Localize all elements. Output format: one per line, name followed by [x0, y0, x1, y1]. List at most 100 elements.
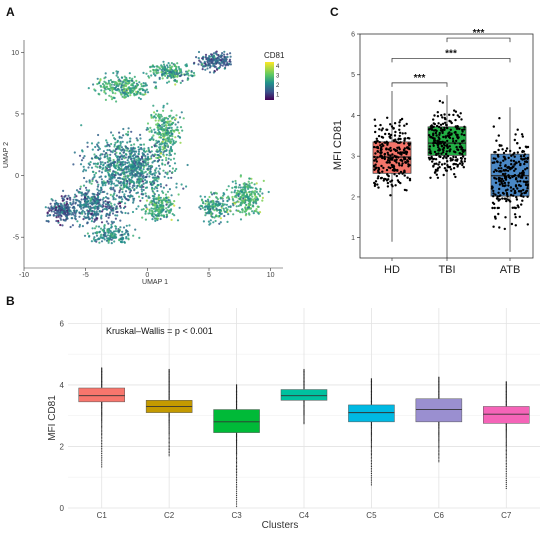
panel-c-point [513, 174, 517, 177]
umap-cell-point [140, 83, 143, 86]
umap-cell-point [62, 218, 65, 221]
umap-cell-point [140, 169, 143, 172]
panel-b-whisker-dot [370, 462, 373, 464]
umap-cell-point [202, 220, 205, 223]
umap-cell-point [113, 174, 116, 177]
umap-cell-point [93, 220, 96, 223]
umap-cell-point [174, 169, 177, 172]
panel-b-whisker-dot [505, 459, 507, 461]
umap-cell-point [157, 198, 160, 201]
umap-cell-point [127, 212, 130, 215]
umap-cell-point [170, 194, 173, 197]
panel-c-point [451, 137, 455, 140]
panel-b-whisker-dot [168, 424, 170, 426]
umap-cell-point [104, 161, 107, 165]
panel-b-whisker-dot [101, 409, 103, 411]
panel-c-point [510, 167, 513, 170]
panel-b-whisker-dot [235, 443, 238, 445]
umap-cell-point [73, 214, 76, 217]
umap-cell-point [110, 186, 113, 189]
panel-c-point [514, 224, 517, 227]
umap-cell-point [239, 186, 242, 189]
umap-cell-point [215, 67, 218, 70]
umap-cell-point [157, 210, 160, 214]
panel-b-x-label: Clusters [262, 520, 299, 531]
umap-cell-point [173, 152, 176, 155]
panel-c-point [390, 125, 394, 128]
panel-c-point [443, 155, 446, 158]
umap-cell-point [211, 203, 214, 206]
umap-cell-point [217, 54, 220, 57]
panel-b-whisker-dot [370, 449, 373, 451]
umap-cell-point [132, 87, 136, 90]
umap-cell-point [164, 74, 167, 77]
umap-cell-point [203, 205, 207, 209]
umap-cell-point [154, 206, 157, 209]
umap-cell-point [54, 202, 58, 205]
panel-c-point [407, 165, 410, 168]
panel-b-whisker-dot [438, 426, 440, 428]
umap-cell-point [96, 82, 99, 86]
umap-cell-point [122, 86, 125, 89]
umap-cell-point [247, 187, 250, 190]
umap-cell-point [66, 212, 69, 216]
umap-cell-point [157, 196, 160, 199]
umap-cell-point [252, 205, 255, 208]
panel-b-whisker-dot [303, 408, 305, 410]
panel-b-whisker-dot [235, 446, 238, 448]
umap-cell-point [97, 141, 100, 144]
umap-cell-point [157, 71, 160, 74]
panel-b-whisker-dot [168, 423, 170, 425]
umap-cell-point [147, 148, 150, 151]
umap-cell-point [114, 184, 117, 187]
umap-cell-point [174, 140, 178, 143]
umap-cell-point [107, 241, 110, 244]
panel-b-whisker-dot [101, 456, 103, 458]
umap-cell-point [172, 139, 175, 142]
umap-cell-point [241, 209, 244, 212]
panel-c-point [504, 216, 507, 219]
umap-cell-point [175, 114, 178, 117]
panel-b-box [415, 398, 463, 423]
panel-c-point [496, 195, 499, 198]
umap-cell-point [113, 163, 116, 166]
panel-c-point [432, 144, 435, 147]
panel-b-box-c4 [280, 368, 328, 425]
umap-cell-point [158, 172, 161, 175]
panel-b-whisker-dot [168, 443, 170, 445]
panel-c-point [446, 139, 449, 143]
umap-cell-point [219, 59, 222, 62]
umap-cell-point [133, 162, 136, 165]
umap-cell-point [254, 187, 257, 190]
umap-cell-point [130, 130, 133, 133]
umap-cell-point [161, 202, 164, 205]
umap-cell-point [164, 210, 167, 213]
panel-b-whisker-dot [505, 461, 507, 463]
umap-cell-point [103, 227, 106, 230]
umap-cell-point [267, 190, 270, 194]
umap-cell-point [144, 210, 147, 213]
panel-c-point [463, 128, 466, 131]
umap-cell-point [98, 147, 101, 150]
panel-c-point [513, 138, 516, 142]
umap-cell-point [135, 90, 138, 94]
panel-b-whisker-dot [505, 445, 507, 447]
umap-cell-point [144, 178, 147, 182]
umap-x-tick-label: 10 [267, 272, 275, 279]
umap-cell-point [169, 130, 172, 133]
umap-cell-point [97, 225, 101, 228]
umap-cell-point [164, 144, 167, 147]
umap-cell-point [105, 139, 108, 142]
panel-b-box [280, 389, 328, 401]
umap-cell-point [132, 199, 135, 202]
umap-cell-point [170, 176, 173, 179]
umap-cell-point [134, 173, 137, 176]
panel-c-point [507, 181, 510, 184]
umap-cell-point [157, 164, 161, 167]
umap-cell-point [161, 77, 164, 80]
panel-b-whisker-dot [505, 438, 507, 440]
umap-cell-point [118, 191, 121, 194]
panel-b-whisker-dot [438, 433, 440, 435]
umap-cell-point [165, 72, 169, 75]
